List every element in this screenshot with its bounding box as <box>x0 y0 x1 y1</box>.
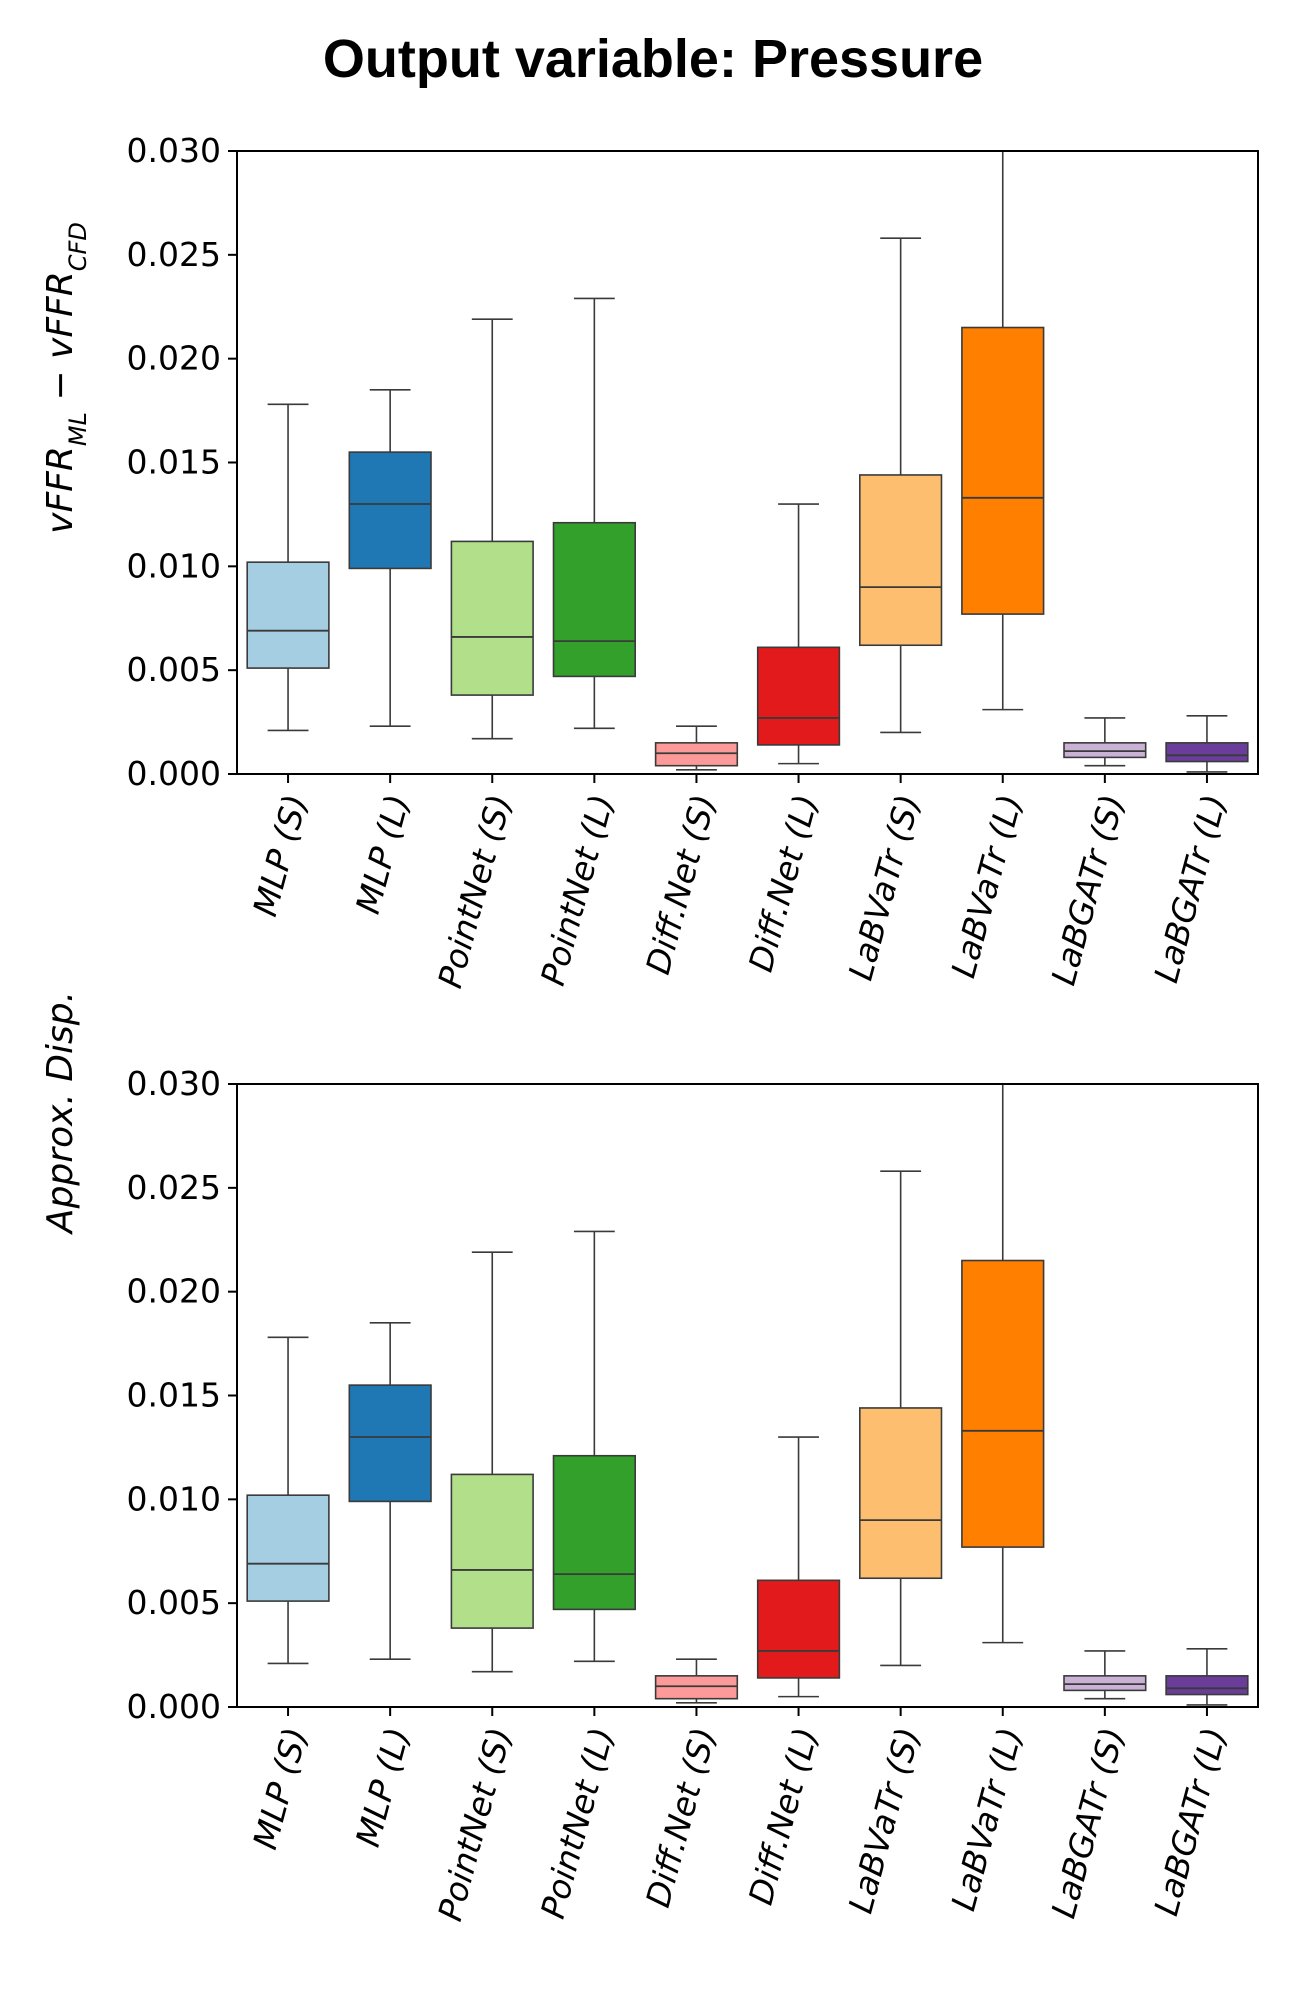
box-mlp-l <box>348 389 432 728</box>
y-tick-label: 0.030 <box>127 1064 221 1103</box>
y-tick-label: 0.020 <box>127 339 221 378</box>
y-label-minus: − <box>40 359 81 412</box>
iqr-box <box>246 561 330 669</box>
y-tick-label: 0.015 <box>127 1376 221 1415</box>
y-label-sub-cfd: CFD <box>64 222 92 271</box>
x-tick-label: Diff.Net (S) <box>638 790 723 978</box>
y-tick-label: 0.015 <box>127 443 221 482</box>
iqr-box <box>552 1454 636 1611</box>
figure-title: Output variable: Pressure <box>322 29 984 89</box>
x-tick-label: Diff.Net (L) <box>741 790 826 975</box>
y-tick-label: 0.025 <box>127 235 221 274</box>
y-label-sub-ml: ML <box>64 412 92 446</box>
x-tick-label: LaBGATr (L) <box>1146 1723 1234 1919</box>
box-labgatr-l <box>1165 715 1249 773</box>
box-mlp-l <box>348 1322 432 1661</box>
x-tick-label: LaBVaTr (S) <box>841 790 928 984</box>
box-labvatr-s <box>859 1170 943 1667</box>
y-label-vffr-cfd: vFFR <box>40 271 81 359</box>
x-tick-label: PointNet (L) <box>533 1723 621 1922</box>
x-tick-label: Diff.Net (S) <box>638 1723 723 1911</box>
y-axis-label-bottom: Approx. Disp. <box>40 991 81 1235</box>
y-label-vffr-ml: vFFR <box>40 446 81 534</box>
iqr-box <box>961 1259 1045 1548</box>
iqr-box <box>450 1473 534 1629</box>
box-labgatr-l <box>1165 1648 1249 1706</box>
bottom-panel: Approx. Disp. 0.000 0.005 0.010 0.015 0.020 0… <box>40 991 1259 1925</box>
x-tick-label: MLP (L) <box>348 790 417 917</box>
box-labgatr-s <box>1063 717 1147 767</box>
y-tick-label: 0.005 <box>127 650 221 689</box>
x-tick-label: MLP (L) <box>348 1723 417 1850</box>
iqr-box <box>552 521 636 678</box>
box-labvatr-s <box>859 237 943 734</box>
plot-frame <box>236 1083 1259 1708</box>
box-diff-net-l <box>756 503 841 765</box>
iqr-box <box>1165 1675 1249 1696</box>
y-axis-label-top: vFFRML − vFFRCFD <box>40 222 92 534</box>
iqr-box <box>756 1579 841 1679</box>
x-tick-label: PointNet (S) <box>430 790 519 992</box>
x-tick-label: LaBGATr (L) <box>1146 790 1234 986</box>
y-tick-label: 0.010 <box>127 546 221 585</box>
iqr-box <box>246 1494 330 1602</box>
iqr-box <box>756 646 841 746</box>
box-labgatr-s <box>1063 1650 1147 1700</box>
iqr-box <box>1063 1675 1147 1692</box>
x-tick-label: LaBGATr (S) <box>1044 790 1132 989</box>
x-tick-label: LaBGATr (S) <box>1044 1723 1132 1922</box>
y-tick-label: 0.005 <box>127 1583 221 1622</box>
box-diff-net-s <box>654 725 739 771</box>
x-tick-label: PointNet (S) <box>430 1723 519 1925</box>
y-tick-label: 0.000 <box>127 754 221 793</box>
y-label-approx-disp: Approx. Disp. <box>40 991 81 1235</box>
iqr-box <box>1165 742 1249 763</box>
x-tick-label: PointNet (L) <box>533 790 621 989</box>
iqr-box <box>1063 742 1147 759</box>
box-diff-net-s <box>654 1658 739 1704</box>
iqr-box <box>654 742 739 767</box>
iqr-box <box>654 1675 739 1700</box>
y-tick-label: 0.000 <box>127 1687 221 1726</box>
plot-frame <box>236 150 1259 775</box>
x-tick-label: LaBVaTr (L) <box>943 790 1029 981</box>
x-tick-label: LaBVaTr (L) <box>943 1723 1029 1914</box>
box-pointnet-s <box>450 318 534 740</box>
box-diff-net-l <box>756 1436 841 1698</box>
x-tick-label: Diff.Net (L) <box>741 1723 826 1908</box>
y-tick-label: 0.010 <box>127 1479 221 1518</box>
top-panel: vFFRML − vFFRCFD 0.0000.0050.0100.0150.0… <box>40 131 1259 992</box>
box-pointnet-s <box>450 1251 534 1673</box>
iqr-box <box>348 1384 432 1503</box>
box-pointnet-l <box>552 297 636 730</box>
iqr-box <box>348 451 432 570</box>
x-tick-label: MLP (S) <box>245 1723 315 1853</box>
box-labvatr-l <box>961 150 1045 711</box>
box-mlp-s <box>246 403 330 732</box>
y-tick-label: 0.020 <box>127 1272 221 1311</box>
iqr-box <box>859 1407 943 1580</box>
iqr-box <box>450 540 534 696</box>
box-pointnet-l <box>552 1230 636 1663</box>
box-labvatr-l <box>961 1083 1045 1644</box>
y-tick-label: 0.030 <box>127 131 221 170</box>
x-tick-label: LaBVaTr (S) <box>841 1723 928 1917</box>
y-tick-label: 0.025 <box>127 1168 221 1207</box>
x-tick-label: MLP (S) <box>245 790 315 920</box>
box-mlp-s <box>246 1336 330 1665</box>
iqr-box <box>859 474 943 647</box>
iqr-box <box>961 326 1045 615</box>
